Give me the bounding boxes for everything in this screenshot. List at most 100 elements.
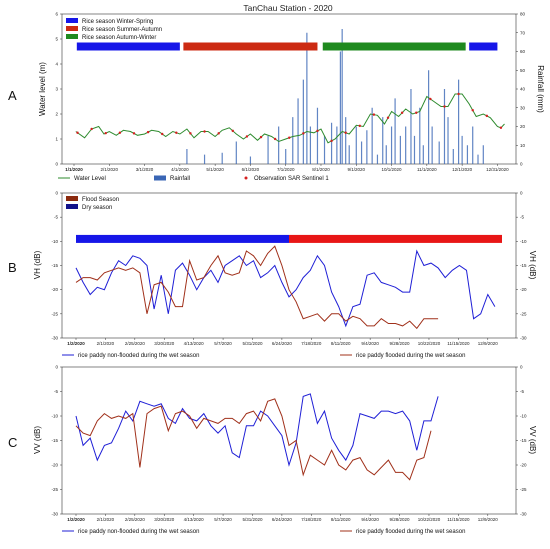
- series-line: [75, 398, 432, 481]
- y-tick-label-left: -5: [54, 389, 58, 394]
- x-tick-label: 10/1/2020: [382, 167, 403, 172]
- rainfall-bar: [336, 126, 338, 164]
- rainfall-bar: [366, 130, 368, 164]
- y-tick-label-right: 30: [520, 105, 526, 110]
- series-b: [75, 245, 496, 330]
- legend-bottom-a: Water Level Rainfall Observation SAR Senti…: [58, 175, 329, 182]
- x-tick-label: 4/13/2020: [184, 341, 205, 346]
- x-tick-label: 1/2/2020: [67, 341, 85, 346]
- y-tick-label-left: 1: [55, 137, 58, 142]
- y-tick-label-left: 0: [55, 162, 58, 167]
- y-tick-label-right: -15: [520, 263, 527, 268]
- y-tick-label-right: -5: [520, 389, 524, 394]
- rainfall-bar: [399, 135, 401, 164]
- sar-observation-point: [132, 132, 136, 135]
- sar-observation-point: [203, 130, 206, 133]
- x-tick-label: 12/9/2020: [478, 341, 499, 346]
- x-tick-label: 8/1/2020: [312, 167, 330, 172]
- rainfall-bar: [341, 29, 343, 164]
- legend-swatch: [66, 34, 78, 39]
- x-tick-label: 11/1/2020: [417, 167, 437, 172]
- y-ticks-left-c: 0 -5 -10 -15 -20 -25 -30: [51, 365, 62, 517]
- legend-label: Rice season Autumn-Winter: [82, 35, 156, 41]
- panel-label-a: A: [8, 88, 17, 103]
- rainfall-bar: [431, 126, 433, 164]
- rainfall-bar: [482, 145, 484, 164]
- y-tick-label-right: -20: [520, 287, 527, 292]
- y-tick-label-left: -25: [51, 487, 58, 492]
- x-tick-label: 10/22/2020: [418, 341, 441, 346]
- legend-bottom-b: rice paddy non-flooded during the wet se…: [62, 353, 465, 359]
- sar-observation-point: [372, 113, 376, 116]
- y-tick-label-left: -25: [51, 311, 58, 316]
- sar-observation-point: [499, 126, 503, 129]
- y-tick-label-left: 3: [55, 87, 58, 92]
- sar-observation-point: [330, 139, 333, 143]
- sar-observation-point: [161, 132, 164, 136]
- rainfall-bar: [419, 107, 421, 164]
- rainfall-bar: [323, 135, 326, 164]
- y-tick-label-right: -15: [520, 438, 527, 443]
- season-bars-a: [76, 42, 498, 51]
- rainfall-bar: [306, 32, 308, 164]
- sar-observation-point: [316, 129, 319, 133]
- rainfall-bar: [348, 145, 350, 164]
- legend-label: Flood Season: [82, 197, 119, 203]
- season-bar: [289, 234, 502, 243]
- x-tick-label: 9/1/2020: [348, 167, 366, 172]
- rainfall-bar: [410, 89, 412, 164]
- season-bar: [322, 42, 466, 51]
- sar-observation-point: [76, 131, 79, 134]
- sar-observation-point: [273, 137, 277, 141]
- x-ticks-c: 1/2/2020 2/1/2020 2/25/2020 3/20/2020 4/13/2…: [67, 514, 498, 522]
- legend-top-b: Flood Season Dry season: [66, 196, 119, 211]
- y-axis-label-left-a: Water level (m): [38, 62, 47, 116]
- legend-swatch: [66, 204, 78, 209]
- panel-a: TanChau Station - 2020 A Water level (m)…: [8, 3, 545, 182]
- x-tick-label: 2/1/2020: [97, 341, 115, 346]
- y-ticks-right-b: 0 -5 -10 -15 -20 -25 -30: [516, 191, 527, 341]
- series-line: [75, 249, 496, 328]
- season-bars-b: [76, 234, 502, 243]
- rainfall-bar: [292, 117, 294, 164]
- rainfall-bar: [422, 145, 424, 164]
- rainfall-bar: [447, 117, 449, 164]
- x-tick-label: 5/1/2020: [206, 167, 224, 172]
- sar-observation-point: [146, 130, 150, 134]
- sar-observation-point: [358, 124, 362, 128]
- legend-label: Rice season Winter-Spring: [82, 19, 153, 25]
- sar-observation-point: [429, 97, 432, 101]
- y-tick-label-right: 80: [520, 12, 526, 17]
- rainfall-bar: [339, 51, 341, 164]
- y-tick-label-right: 40: [520, 87, 526, 92]
- rainfall-bar: [382, 117, 384, 164]
- legend-swatch: [66, 18, 78, 23]
- panel-b: B VH (dB) VH (dB) 0 -5 -10 -15 -20 -25 -30 0 -5…: [8, 191, 537, 360]
- season-bar: [76, 234, 289, 243]
- rainfall-bar: [390, 126, 393, 164]
- x-tick-label: 3/20/2020: [154, 341, 175, 346]
- y-tick-label-right: 0: [520, 365, 523, 370]
- sar-observation-point: [400, 111, 404, 114]
- legend-label: rice paddy flooded during the wet season: [356, 353, 465, 359]
- rainfall-bar: [458, 79, 460, 164]
- y-tick-label-right: -10: [520, 239, 527, 244]
- panel-c: C VV (dB) VV (dB) 0 -5 -10 -15 -20 -25 -30 0 -5…: [8, 365, 537, 536]
- y-tick-label-right: -5: [520, 215, 524, 220]
- y-axis-label-left-c: VV (dB): [33, 426, 42, 454]
- y-ticks-right-a: 0 10 20 30 40 50 60 70 80: [516, 12, 526, 167]
- rainfall-bar: [371, 107, 373, 164]
- y-tick-label-right: 60: [520, 49, 526, 54]
- x-tick-label: 3/1/2020: [136, 167, 154, 172]
- rainfall-bar: [297, 98, 299, 164]
- rainfall-bar: [302, 79, 304, 164]
- rainfall-bar: [385, 145, 387, 164]
- x-tick-label: 3/20/2020: [154, 517, 175, 522]
- panel-label-c: C: [8, 435, 17, 450]
- y-tick-label-left: 6: [55, 12, 58, 17]
- rainfall-bar: [285, 149, 287, 164]
- rainfall-bar: [443, 89, 446, 164]
- rainfall-bar: [249, 156, 252, 164]
- y-tick-label-left: -15: [51, 438, 58, 443]
- legend-label: Dry season: [82, 205, 112, 211]
